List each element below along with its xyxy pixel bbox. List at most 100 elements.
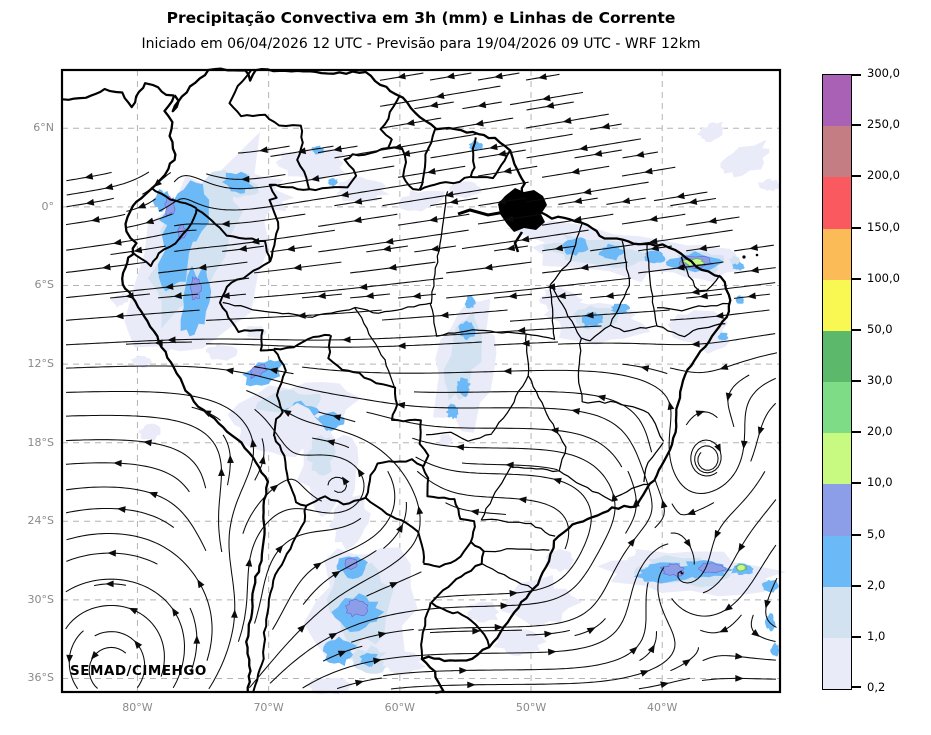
streamline: [269, 437, 616, 684]
streamline-arrow: [245, 557, 253, 567]
streamline-arrow: [474, 119, 484, 127]
streamline-arrow: [125, 292, 134, 300]
streamline-arrow: [554, 244, 564, 252]
streamline-arrow: [691, 288, 700, 296]
streamline-arrow: [240, 175, 250, 183]
streamline-arrow: [328, 632, 338, 640]
streamline-arrow: [757, 426, 765, 436]
amazon-river: [457, 208, 506, 217]
streamline-arrow: [342, 336, 351, 344]
streamline-arrow: [648, 237, 658, 245]
streamline-arrow: [508, 292, 517, 300]
streamline-arrow: [310, 175, 320, 182]
precip-patch: [492, 629, 547, 656]
precip-patch: [627, 550, 652, 568]
precip-patch: [545, 548, 575, 573]
streamline-arrow: [426, 167, 436, 175]
streamline-arrow: [505, 461, 514, 469]
streamline-arrow: [547, 648, 557, 656]
map-border: [60, 68, 782, 694]
streamline-arrow: [297, 624, 306, 633]
streamline-arrow: [579, 263, 589, 271]
state-border: [483, 548, 550, 553]
streamline-arrow: [104, 183, 114, 191]
precip-patch: [500, 574, 583, 626]
streamline-arrow: [470, 508, 480, 516]
streamline-arrow: [154, 339, 163, 347]
streamline: [558, 333, 776, 346]
state-border: [429, 303, 526, 337]
streamline: [413, 390, 653, 453]
streamline-arrow: [516, 326, 526, 334]
colorbar-segment: [823, 228, 851, 280]
streamline-arrow: [582, 188, 592, 195]
colorbar-tick-label: 30,0: [867, 373, 893, 387]
state-border: [222, 301, 314, 318]
streamline-arrow: [405, 119, 415, 126]
streamline: [383, 582, 649, 677]
streamline-arrow: [397, 342, 406, 350]
streamline-arrow: [557, 292, 566, 300]
streamline-arrow: [259, 146, 268, 154]
streamline-arrow: [326, 439, 336, 446]
streamline-arrow: [382, 245, 392, 252]
streamline-arrow: [396, 523, 404, 533]
streamline: [66, 414, 223, 553]
streamline-arrow: [740, 440, 748, 450]
country-border: [420, 602, 432, 659]
island-dot: [755, 253, 759, 257]
streamline: [302, 543, 669, 689]
state-border: [680, 256, 700, 292]
streamline-arrow: [640, 365, 650, 372]
colorbar-tick-label: 1,0: [867, 628, 886, 643]
streamline: [416, 470, 570, 550]
streamline-arrow: [517, 496, 527, 504]
country-border: [305, 495, 367, 507]
streamline-arrow: [708, 217, 717, 224]
streamline-arrow: [172, 607, 180, 617]
lat-tick-label: 6°N: [33, 121, 54, 135]
streamline-arrow: [440, 311, 449, 319]
country-border: [272, 349, 287, 437]
state-border: [582, 400, 665, 442]
lon-tick-label: 60°W: [384, 701, 416, 714]
streamline-arrow: [430, 245, 440, 252]
streamline-arrow: [546, 283, 556, 290]
streamline-arrow: [497, 197, 507, 205]
streamline-arrow: [683, 538, 692, 548]
streamline-arrow: [353, 197, 363, 205]
streamline-arrow: [167, 336, 176, 344]
precip-patch: [728, 255, 741, 265]
streamline: [390, 567, 676, 690]
streamline-arrow: [250, 237, 260, 245]
streamline: [272, 470, 396, 630]
streamline-arrow: [488, 143, 498, 151]
streamline-arrow: [153, 179, 162, 188]
streamline-arrow: [387, 263, 397, 271]
streamline-arrow: [332, 414, 342, 421]
colorbar-tick: [852, 482, 861, 485]
colorbar-tick-label: 2,0: [867, 577, 886, 592]
lon-tick-label: 70°W: [253, 701, 284, 714]
colorbar-segment: [823, 381, 851, 434]
colorbar-segment: [823, 535, 851, 587]
streamline-arrow: [137, 202, 147, 209]
streamline-arrow: [435, 92, 445, 99]
streamline-arrow: [593, 150, 603, 157]
streamline-arrow: [85, 198, 95, 206]
streamline-arrow: [416, 505, 424, 515]
streamline-arrow: [719, 363, 729, 370]
precip-patch: [328, 494, 371, 551]
streamline-arrow: [258, 455, 266, 465]
colorbar-tick-label: 0,2: [867, 680, 886, 694]
streamline-arrow: [719, 625, 729, 633]
streamline-arrow: [627, 538, 636, 547]
streamline-arrow: [340, 190, 350, 198]
streamline-arrow: [502, 167, 512, 174]
streamline-arrow: [143, 439, 152, 447]
streamline-arrow: [128, 607, 138, 615]
precip-patch: [562, 237, 589, 256]
precip-patch: [137, 423, 161, 441]
streamline-arrow: [396, 72, 406, 80]
streamline: [366, 411, 623, 468]
